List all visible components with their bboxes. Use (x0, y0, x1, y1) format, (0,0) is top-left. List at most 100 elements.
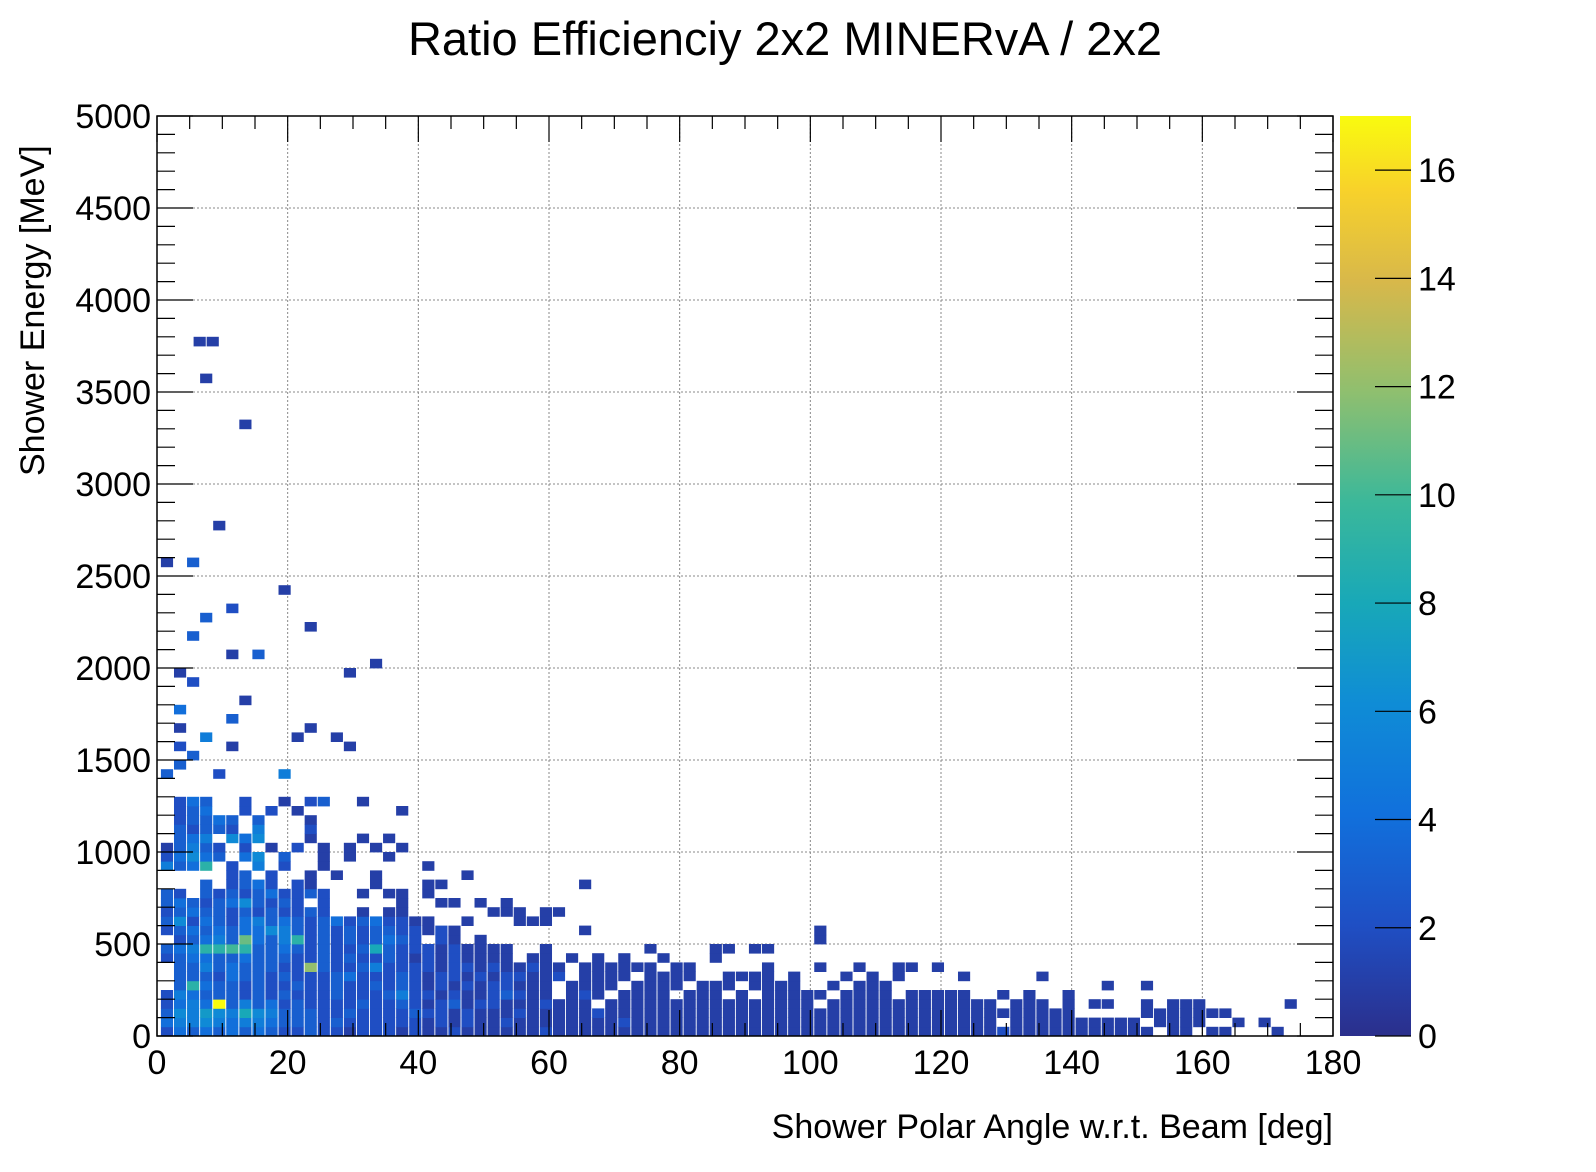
heatmap-cell (291, 888, 304, 899)
heatmap-cell (317, 971, 330, 982)
heatmap-cell (200, 796, 213, 807)
heatmap-cell (461, 1026, 474, 1037)
heatmap-cell (944, 990, 958, 1000)
x-tick-label: 100 (782, 1044, 839, 1082)
heatmap-cell (226, 907, 239, 917)
heatmap-cell (369, 1008, 383, 1018)
heatmap-cell (239, 879, 252, 890)
heatmap-cell (696, 1026, 709, 1037)
heatmap-cell (304, 1008, 317, 1018)
heatmap-cell (513, 907, 526, 917)
heatmap-cell (579, 1026, 592, 1037)
heatmap-cell (487, 1026, 500, 1037)
heatmap-cell (435, 898, 448, 908)
heatmap-cell (173, 953, 187, 963)
heatmap-cell (343, 953, 357, 963)
heatmap-cell (422, 888, 435, 899)
heatmap-cell (422, 980, 435, 991)
heatmap-cell (984, 1026, 997, 1037)
heatmap-cell (160, 557, 174, 568)
heatmap-cell (1088, 1026, 1101, 1037)
heatmap-cell (644, 980, 657, 991)
heatmap-cell (304, 1017, 317, 1028)
heatmap-cell (1075, 1017, 1088, 1028)
heatmap-cell (317, 861, 330, 871)
heatmap-cell (160, 990, 174, 1000)
heatmap-cell (539, 999, 553, 1009)
heatmap-cell (618, 962, 631, 972)
heatmap-cell (173, 741, 187, 752)
heatmap-cell (187, 677, 200, 687)
heatmap-cell (160, 852, 174, 862)
heatmap-cell (304, 999, 317, 1009)
heatmap-cell (866, 999, 879, 1009)
heatmap-cell (213, 1008, 226, 1018)
heatmap-cell (187, 806, 200, 816)
heatmap-cell (291, 907, 304, 917)
heatmap-cell (853, 1008, 866, 1018)
heatmap-cell (213, 888, 226, 899)
heatmap-cell (1062, 1017, 1075, 1028)
heatmap-cell (788, 1008, 801, 1018)
heatmap-cell (814, 934, 827, 945)
heatmap-cell (579, 990, 592, 1000)
heatmap-cell (252, 925, 265, 936)
heatmap-cell (788, 1026, 801, 1037)
heatmap-cell (474, 971, 487, 982)
y-tick-label: 500 (94, 926, 151, 964)
heatmap-cell (291, 842, 304, 853)
heatmap-cell (252, 833, 265, 844)
heatmap-cell (252, 953, 265, 963)
heatmap-cell (317, 852, 330, 862)
heatmap-cell (160, 1008, 174, 1018)
heatmap-cell (422, 990, 435, 1000)
heatmap-cell (735, 1026, 749, 1037)
heatmap-cell (173, 842, 187, 853)
heatmap-cell (435, 1017, 448, 1028)
heatmap-cell (265, 980, 278, 991)
heatmap-cell (226, 944, 239, 954)
heatmap-cell (343, 1026, 357, 1037)
heatmap-cell (461, 990, 474, 1000)
heatmap-cell (187, 999, 200, 1009)
heatmap-cell (500, 962, 513, 972)
heatmap-cell (474, 1017, 487, 1028)
heatmap-cell (213, 944, 226, 954)
heatmap-cell (396, 842, 409, 853)
heatmap-cell (409, 1008, 422, 1018)
heatmap-cell (1167, 1017, 1180, 1028)
heatmap-cell (827, 1017, 840, 1028)
heatmap-cell (226, 603, 239, 614)
colorbar-tick-label: 14 (1418, 260, 1456, 298)
heatmap-cell (213, 925, 226, 936)
heatmap-cell (487, 980, 500, 991)
y-tick-label: 4000 (75, 282, 151, 320)
heatmap-cell (160, 925, 174, 936)
heatmap-cell (814, 925, 827, 936)
heatmap-cell (944, 1026, 958, 1037)
heatmap-cell (396, 971, 409, 982)
heatmap-cell (396, 888, 409, 899)
heatmap-cell (160, 842, 174, 853)
heatmap-cell (1180, 1008, 1193, 1018)
heatmap-cell (200, 806, 213, 816)
heatmap-cell (905, 999, 918, 1009)
colorbar-ticks: 0 2 4 6 8 10 12 14 16 (1375, 152, 1456, 1056)
heatmap-cell (278, 861, 291, 871)
heatmap-cell (265, 1017, 278, 1028)
heatmap-cell (396, 806, 409, 816)
heatmap-cell (1023, 1008, 1036, 1018)
heatmap-cell (330, 1026, 343, 1037)
heatmap-cell (474, 990, 487, 1000)
heatmap-cell (383, 888, 396, 899)
x-tick-label: 80 (661, 1044, 699, 1082)
heatmap-cell (644, 999, 657, 1009)
heatmap-cell (160, 907, 174, 917)
heatmap-cell (513, 916, 526, 926)
heatmap-cell (396, 990, 409, 1000)
heatmap-cell (239, 695, 252, 706)
heatmap-cell (1088, 999, 1101, 1009)
heatmap-cell (239, 934, 252, 945)
heatmap-cell (1088, 1017, 1101, 1028)
heatmap-cell (252, 861, 265, 871)
